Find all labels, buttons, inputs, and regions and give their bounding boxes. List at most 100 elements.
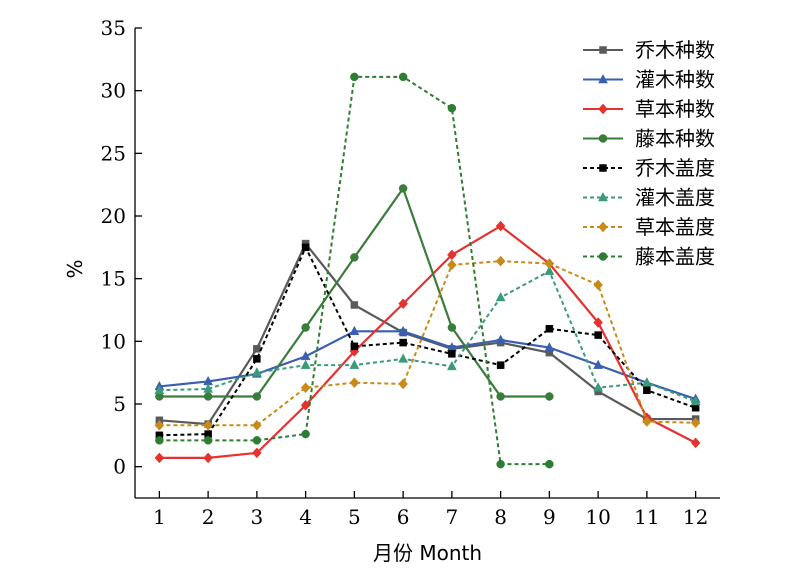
data-point — [594, 331, 602, 339]
data-point — [252, 436, 262, 445]
legend-marker — [598, 73, 608, 84]
y-axis-label: % — [63, 259, 87, 278]
series-line — [159, 224, 697, 459]
series-8 — [155, 72, 554, 469]
series-7 — [154, 255, 701, 431]
legend-label: 草本盖度 — [635, 215, 715, 239]
x-tick-label: 6 — [397, 505, 410, 529]
series-1 — [155, 239, 700, 428]
data-point — [398, 184, 408, 193]
legend-label: 藤本种数 — [635, 127, 715, 151]
x-tick-label: 1 — [153, 505, 166, 529]
data-point — [399, 338, 407, 347]
data-point — [593, 382, 604, 392]
data-point — [593, 279, 603, 291]
data-point — [252, 447, 262, 459]
legend-item: 灌木盖度 — [583, 186, 715, 210]
y-tick-label: 5 — [113, 392, 126, 416]
legend-label: 草本种数 — [635, 97, 715, 121]
legend-item: 草本盖度 — [583, 215, 715, 239]
data-point — [446, 360, 457, 371]
data-point — [203, 436, 213, 445]
x-tick-label: 9 — [543, 505, 556, 529]
data-point — [154, 384, 165, 394]
data-point — [447, 259, 457, 271]
data-point — [154, 419, 165, 431]
data-point — [545, 459, 554, 469]
y-tick-label: 15 — [101, 267, 126, 291]
x-tick-label: 3 — [251, 505, 264, 529]
data-point — [641, 377, 652, 387]
series-5 — [155, 243, 700, 440]
series-layer — [154, 72, 701, 469]
data-point — [448, 350, 456, 358]
data-point — [350, 342, 359, 351]
data-point — [301, 323, 310, 332]
legend-item: 藤本盖度 — [583, 245, 715, 269]
y-tick-label: 20 — [101, 204, 126, 228]
data-point — [252, 392, 262, 401]
series-line — [159, 241, 696, 426]
data-point — [690, 395, 701, 406]
x-tick-label: 11 — [634, 505, 659, 529]
series-6 — [154, 265, 701, 406]
x-tick-label: 12 — [683, 505, 708, 529]
data-point — [447, 323, 457, 332]
data-point — [349, 377, 360, 389]
data-point — [350, 301, 359, 309]
series-line — [159, 244, 696, 437]
legend-marker — [599, 46, 607, 54]
data-point — [496, 459, 505, 469]
legend-marker — [598, 252, 608, 261]
data-point — [545, 392, 554, 401]
legend-marker — [598, 134, 608, 143]
data-point — [398, 72, 408, 82]
data-point — [544, 342, 555, 352]
data-point — [300, 399, 311, 411]
legend-marker — [599, 164, 607, 172]
x-tick-label: 10 — [585, 505, 610, 529]
legend-item: 乔木种数 — [583, 38, 715, 62]
data-point — [495, 255, 506, 267]
data-point — [155, 436, 164, 445]
y-tick-label: 0 — [113, 455, 126, 479]
data-point — [253, 345, 261, 353]
legend-label: 藤本盖度 — [635, 245, 715, 269]
data-point — [251, 367, 262, 377]
legend-label: 乔木种数 — [635, 38, 715, 62]
data-point — [154, 452, 165, 464]
data-point — [496, 392, 505, 401]
data-point — [252, 419, 262, 431]
data-point — [544, 265, 555, 275]
data-point — [398, 298, 408, 310]
data-point — [203, 392, 213, 401]
data-point — [350, 72, 359, 82]
data-point — [301, 429, 310, 439]
data-point — [544, 258, 555, 270]
data-point — [495, 220, 506, 232]
data-point — [643, 386, 651, 394]
data-point — [398, 378, 408, 390]
x-axis-label: 月份 Month — [373, 541, 482, 565]
data-point — [301, 243, 310, 252]
data-point — [593, 317, 603, 328]
legend-marker — [598, 221, 608, 233]
data-point — [350, 253, 359, 262]
legend-item: 灌木种数 — [583, 68, 715, 92]
x-tick-label: 4 — [299, 505, 312, 529]
series-4 — [155, 184, 554, 401]
data-point — [253, 355, 261, 363]
data-point — [495, 291, 506, 302]
legend-item: 草本种数 — [583, 97, 715, 121]
data-point — [447, 103, 457, 113]
data-point — [203, 419, 213, 431]
data-point — [203, 383, 214, 393]
legend-marker — [598, 103, 608, 115]
data-point — [349, 325, 360, 336]
data-point — [496, 361, 505, 369]
legend-label: 灌木种数 — [635, 68, 715, 92]
x-tick-label: 7 — [446, 505, 459, 529]
x-tick-label: 8 — [494, 505, 507, 529]
